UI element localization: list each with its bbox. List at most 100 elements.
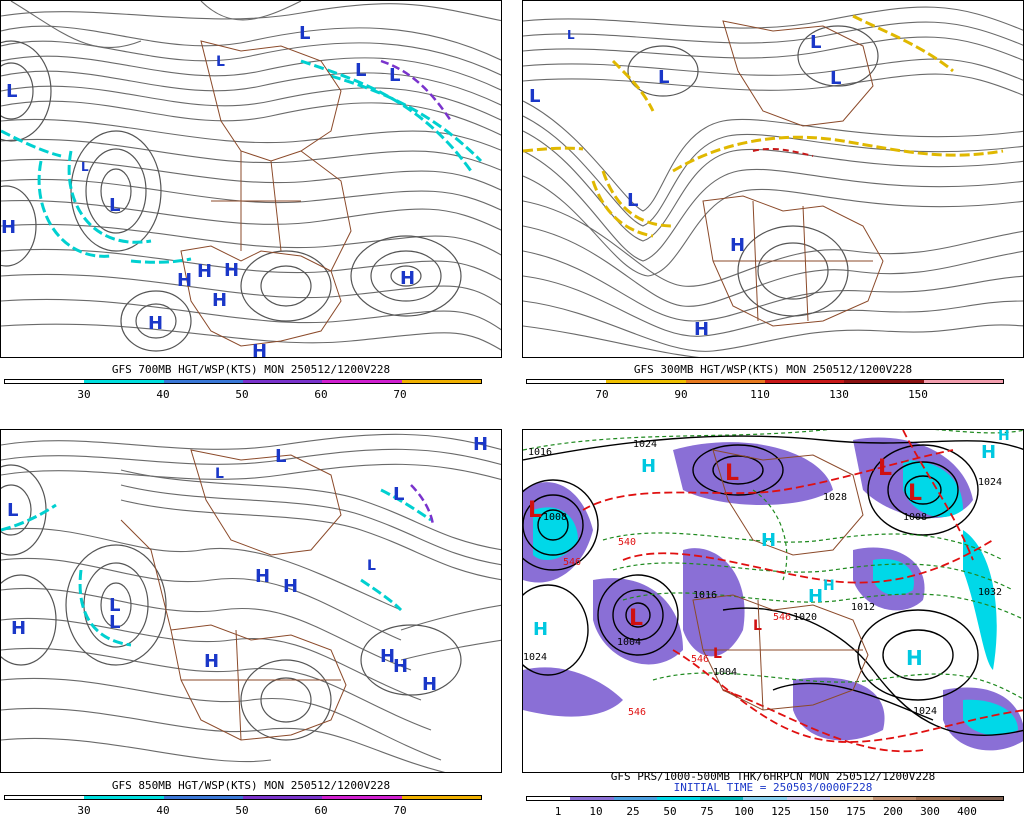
colorbar-segment <box>959 797 1003 800</box>
colorbar-segment <box>786 797 830 800</box>
colorbar-segment <box>5 796 85 799</box>
tick-label: 30 <box>77 804 91 817</box>
low-marker: L <box>109 612 120 633</box>
tick-label: 300 <box>920 805 940 818</box>
panel-caption: GFS 850MB HGT/WSP(KTS) MON 250512/1200V2… <box>111 779 391 792</box>
high-marker: H <box>204 651 219 672</box>
tick-label: 110 <box>750 388 770 401</box>
closed-circulations <box>1 40 462 352</box>
high-marker: H <box>641 456 656 477</box>
isobars <box>523 435 1023 736</box>
low-marker: L <box>908 481 922 506</box>
high-marker: H <box>981 442 996 463</box>
high-marker: H <box>197 261 212 282</box>
tick-label: 25 <box>626 805 640 818</box>
contour-labels: 1024 1016 1024 1028 1024 1004 1008 1008 … <box>523 439 1002 718</box>
low-marker: L <box>713 646 722 662</box>
colorbar <box>526 796 1004 801</box>
colorbar-segment <box>163 796 243 799</box>
streamlines <box>523 6 1023 357</box>
high-marker: H <box>473 434 488 455</box>
colorbar-segment <box>916 797 960 800</box>
map-700mb[interactable]: L L L L L L L H H H H H H H H <box>0 0 502 358</box>
tick-label: 50 <box>235 804 249 817</box>
colorbar-segment <box>844 380 924 383</box>
tick-label: 40 <box>156 388 170 401</box>
political-boundaries <box>692 449 869 711</box>
map-300mb[interactable]: L L L L L L H H <box>522 0 1024 358</box>
wind-speed-shading-high <box>410 484 435 526</box>
wind-speed-shading <box>1 488 432 647</box>
low-marker: L <box>567 28 575 42</box>
high-marker: H <box>11 618 26 639</box>
map-850mb-svg: L L L L L L L H H H H H H H H <box>1 433 501 772</box>
tick-label: 70 <box>595 388 609 401</box>
low-marker: L <box>81 160 89 174</box>
thickness-contours-red <box>582 430 1023 753</box>
colorbar-segment <box>5 380 85 383</box>
tick-label: 125 <box>771 805 791 818</box>
map-300mb-svg: L L L L L L H H <box>523 6 1023 357</box>
low-marker: L <box>215 466 224 482</box>
colorbar <box>4 379 482 384</box>
tick-label: 150 <box>809 805 829 818</box>
colorbar-segment <box>743 797 787 800</box>
low-marker: L <box>7 500 18 521</box>
panel-prs-thk-pcn: L L L L L L L H H H H H H H H 1024 1016 … <box>522 429 1024 819</box>
colorbar-segment <box>242 380 323 383</box>
high-marker: H <box>400 268 415 289</box>
colorbar-ticks: 30 40 50 60 70 <box>0 804 502 818</box>
pressure-centers: L L L L L L L H H H H H H H H <box>528 430 1010 670</box>
closed-circulations <box>627 25 879 317</box>
contour-label: 546 <box>563 557 581 568</box>
colorbar-ticks: 1 10 25 50 75 100 125 150 175 200 300 40… <box>522 805 1024 819</box>
colorbar-segment <box>606 380 686 383</box>
colorbar-segment <box>163 380 243 383</box>
wind-speed-shading <box>523 14 1004 238</box>
contour-label: 1024 <box>978 477 1002 488</box>
initial-time: INITIAL TIME = 250503/0000F228 <box>673 781 873 794</box>
map-prs-thk-pcn[interactable]: L L L L L L L H H H H H H H H 1024 1016 … <box>522 429 1024 773</box>
low-marker: L <box>725 461 739 486</box>
colorbar <box>4 795 482 800</box>
high-marker: H <box>998 430 1010 444</box>
colorbar-segment <box>764 380 845 383</box>
low-marker: L <box>528 498 542 523</box>
tick-label: 90 <box>674 388 688 401</box>
colorbar-segment <box>322 380 402 383</box>
tick-label: 175 <box>846 805 866 818</box>
colorbar-segment <box>685 380 765 383</box>
political-boundaries <box>702 20 884 327</box>
high-marker: H <box>1 217 16 238</box>
tick-label: 130 <box>829 388 849 401</box>
high-marker: H <box>823 578 835 594</box>
panel-850mb: L L L L L L L H H H H H H H H GFS 850MB … <box>0 429 502 819</box>
tick-label: 1 <box>554 805 562 818</box>
contour-label: 1024 <box>913 706 937 717</box>
contour-label: 1016 <box>528 447 552 458</box>
map-850mb[interactable]: L L L L L L L H H H H H H H H <box>0 429 502 773</box>
tick-label: 75 <box>700 805 714 818</box>
low-marker: L <box>658 67 669 88</box>
colorbar-segment <box>570 797 614 800</box>
low-marker: L <box>6 81 17 102</box>
tick-label: 10 <box>589 805 603 818</box>
colorbar-segment <box>700 797 744 800</box>
tick-label: 40 <box>156 804 170 817</box>
closed-circulations <box>1 464 462 741</box>
high-marker: H <box>224 260 239 281</box>
colorbar-segment <box>923 380 1003 383</box>
low-marker: L <box>109 595 120 616</box>
high-marker: H <box>533 619 548 640</box>
high-marker: H <box>177 270 192 291</box>
low-marker: L <box>109 195 120 216</box>
low-marker: L <box>275 446 286 467</box>
colorbar-segment <box>613 797 657 800</box>
thickness-contours-green <box>523 430 1023 700</box>
pressure-centers: L L L L L L H H <box>529 28 841 340</box>
high-marker: H <box>252 341 267 358</box>
high-marker: H <box>694 319 709 340</box>
contour-label: 546 <box>628 707 646 718</box>
high-marker: H <box>906 646 923 670</box>
tick-label: 200 <box>883 805 903 818</box>
